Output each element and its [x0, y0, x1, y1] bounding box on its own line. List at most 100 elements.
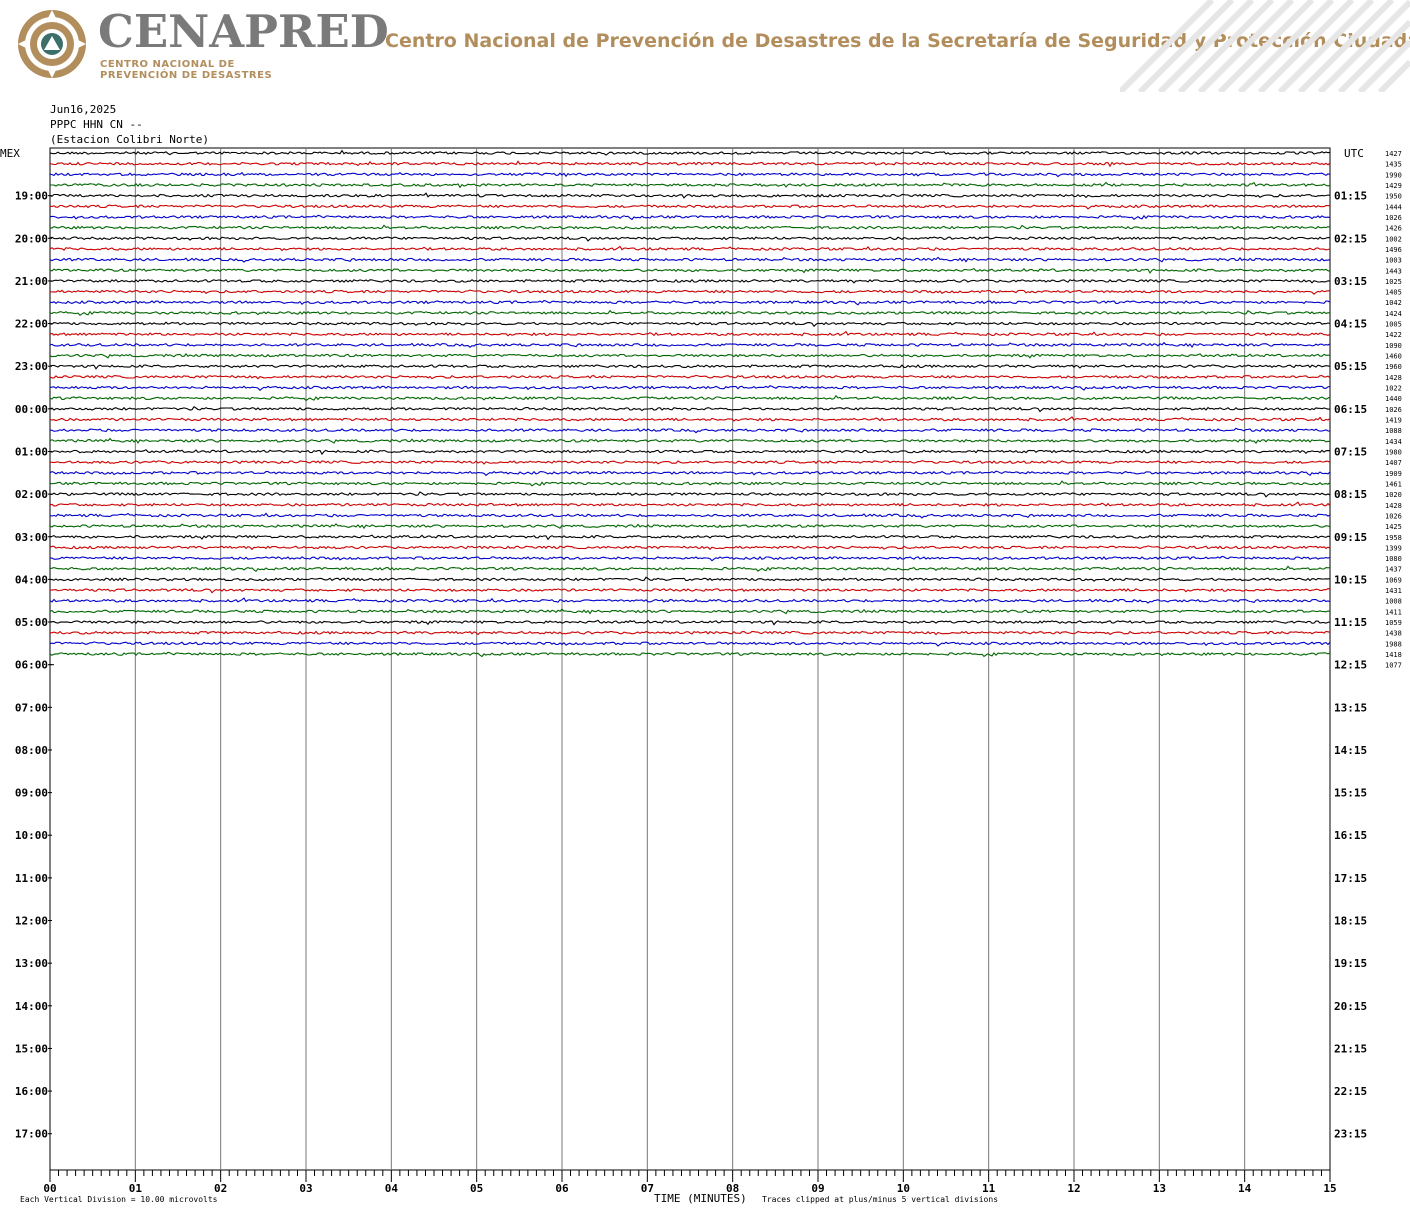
trace-value-label: 1437 — [1385, 566, 1402, 574]
trace-value-label: 1424 — [1385, 310, 1402, 318]
x-tick-label: 11 — [982, 1182, 996, 1195]
right-hour-label: 10:15 — [1334, 573, 1367, 586]
page-title: Centro Nacional de Prevención de Desastr… — [385, 30, 1410, 52]
left-hour-label: 00:00 — [15, 403, 48, 416]
seismic-trace — [49, 545, 1331, 551]
seismic-trace — [49, 289, 1331, 295]
right-hour-label: 17:15 — [1334, 872, 1367, 885]
x-tick-label: 03 — [299, 1182, 312, 1195]
left-hour-label: 22:00 — [15, 318, 48, 331]
trace-value-label: 1427 — [1385, 150, 1402, 158]
left-hour-label: 17:00 — [15, 1128, 48, 1141]
left-hour-label: 21:00 — [15, 275, 48, 288]
seismic-trace — [49, 405, 1331, 413]
trace-value-label: 1405 — [1385, 289, 1402, 297]
seismic-trace — [49, 309, 1331, 317]
seismic-trace — [49, 460, 1331, 465]
trace-value-label: 1418 — [1385, 651, 1402, 659]
trace-value-label: 1460 — [1385, 353, 1402, 361]
trace-value-label: 1435 — [1385, 161, 1402, 169]
left-hour-label: 13:00 — [15, 957, 48, 970]
plot-frame — [49, 147, 1331, 1171]
x-axis-title: TIME (MINUTES) — [654, 1192, 747, 1205]
seismic-trace — [49, 330, 1331, 337]
seismic-trace — [49, 245, 1331, 252]
trace-value-label: 1399 — [1385, 544, 1402, 552]
right-hour-label: 01:15 — [1334, 190, 1367, 203]
seismic-trace — [49, 512, 1331, 519]
trace-value-label: 1419 — [1385, 417, 1402, 425]
right-hour-label: 11:15 — [1334, 616, 1367, 629]
left-hour-label: 15:00 — [15, 1042, 48, 1055]
cenapred-logo-icon — [18, 10, 86, 78]
seismic-trace — [49, 385, 1331, 391]
station-info: Jun16,2025 PPPC HHN CN -- (Estacion Colibr… — [50, 102, 209, 147]
seismic-trace — [49, 597, 1331, 604]
left-hour-label: 16:00 — [15, 1085, 48, 1098]
seismic-trace — [49, 630, 1331, 636]
trace-value-label: 1429 — [1385, 182, 1402, 190]
seismic-trace — [49, 619, 1331, 626]
trace-value-label: 1008 — [1385, 598, 1402, 606]
seismic-trace — [49, 192, 1331, 199]
right-hour-label: 04:15 — [1334, 318, 1367, 331]
seismic-trace — [49, 364, 1331, 370]
trace-value-label: 1461 — [1385, 480, 1402, 488]
trace-value-label: 1002 — [1385, 235, 1402, 243]
left-hour-label: 08:00 — [15, 744, 48, 757]
right-hour-label: 23:15 — [1334, 1128, 1367, 1141]
brand-subtitle-line2: PREVENCIÓN DE DESASTRES — [100, 70, 273, 81]
seismic-trace — [49, 437, 1331, 444]
trace-value-label: 1444 — [1385, 203, 1402, 211]
left-axis-label: MEX — [0, 147, 20, 160]
right-hour-label: 09:15 — [1334, 531, 1367, 544]
left-hour-label: 05:00 — [15, 616, 48, 629]
scale-note: Each Vertical Division = 10.00 microvolt… — [20, 1195, 218, 1204]
seismic-trace — [49, 565, 1331, 573]
x-tick-label: 10 — [897, 1182, 910, 1195]
x-tick-label: 02 — [214, 1182, 227, 1195]
station-name: (Estacion Colibri Norte) — [50, 133, 209, 146]
seismic-trace — [50, 181, 1331, 189]
trace-value-label: 1042 — [1385, 299, 1402, 307]
x-tick-label: 01 — [129, 1182, 143, 1195]
left-hour-label: 12:00 — [15, 915, 48, 928]
right-hour-label: 16:15 — [1334, 829, 1367, 842]
trace-value-label: 1005 — [1385, 321, 1402, 329]
trace-value-label: 1425 — [1385, 523, 1402, 531]
x-tick-label: 05 — [470, 1182, 483, 1195]
x-tick-label: 00 — [43, 1182, 56, 1195]
right-hour-label: 18:15 — [1334, 915, 1367, 928]
left-hour-label: 07:00 — [15, 701, 48, 714]
seismic-trace — [49, 353, 1330, 359]
record-date: Jun16,2025 — [50, 103, 117, 116]
trace-value-label: 1438 — [1385, 630, 1402, 638]
seismic-trace — [49, 224, 1331, 230]
left-hour-label: 20:00 — [15, 232, 48, 245]
trace-value-label: 1434 — [1385, 438, 1402, 446]
right-axis-label: UTC — [1344, 147, 1364, 160]
seismic-trace — [49, 501, 1331, 508]
trace-value-label: 1950 — [1385, 193, 1402, 201]
trace-value-label: 1077 — [1385, 662, 1402, 670]
right-hour-label: 06:15 — [1334, 403, 1367, 416]
seismic-trace — [49, 171, 1331, 178]
left-hour-label: 06:00 — [15, 659, 48, 672]
trace-value-label: 1025 — [1385, 278, 1402, 286]
right-hour-label: 12:15 — [1334, 659, 1367, 672]
left-hour-label: 10:00 — [15, 829, 48, 842]
trace-value-label: 1428 — [1385, 502, 1402, 510]
seismic-trace — [49, 267, 1331, 274]
seismic-trace — [49, 534, 1331, 541]
left-hour-label: 14:00 — [15, 1000, 48, 1013]
seismic-trace — [49, 523, 1331, 530]
right-hour-label: 14:15 — [1334, 744, 1367, 757]
right-hour-label: 19:15 — [1334, 957, 1367, 970]
trace-value-label: 1069 — [1385, 576, 1402, 584]
seismic-trace — [49, 160, 1331, 168]
left-hour-label: 23:00 — [15, 360, 48, 373]
trace-value-label: 1990 — [1385, 171, 1402, 179]
brand-subtitle: CENTRO NACIONAL DE PREVENCIÓN DE DESASTR… — [100, 59, 272, 81]
left-hour-label: 02:00 — [15, 488, 48, 501]
left-hour-label: 11:00 — [15, 872, 48, 885]
